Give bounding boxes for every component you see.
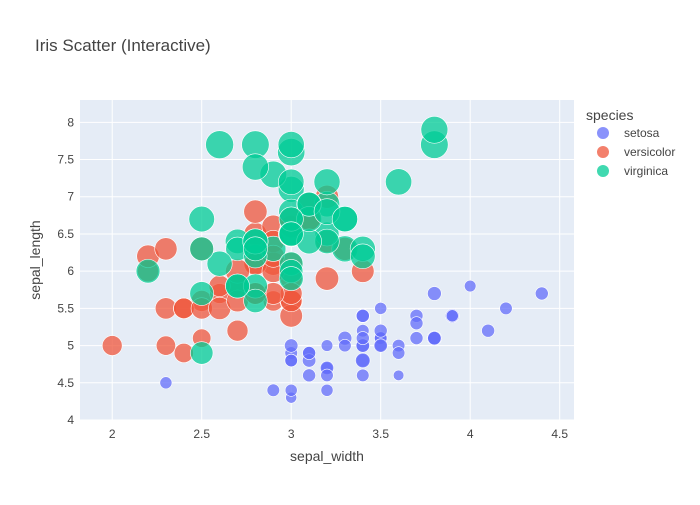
- data-point[interactable]: [278, 168, 305, 195]
- x-tick-label: 4: [467, 427, 474, 441]
- data-point[interactable]: [278, 266, 304, 291]
- legend-item-virginica[interactable]: virginica: [597, 164, 668, 178]
- legend-marker: [597, 146, 609, 158]
- data-point[interactable]: [374, 301, 388, 315]
- data-point[interactable]: [320, 383, 334, 397]
- data-points: [101, 115, 549, 404]
- x-axis-label: sepal_width: [290, 448, 364, 464]
- x-tick-labels: 2 2.5 3 3.5 4 4.5: [109, 427, 568, 441]
- data-point[interactable]: [356, 368, 370, 382]
- data-point[interactable]: [481, 323, 495, 338]
- data-point[interactable]: [154, 237, 178, 261]
- data-point[interactable]: [373, 323, 388, 338]
- legend-marker: [597, 165, 609, 177]
- data-point[interactable]: [302, 368, 316, 383]
- data-point[interactable]: [243, 288, 268, 314]
- data-point[interactable]: [534, 286, 549, 301]
- data-point[interactable]: [278, 221, 304, 247]
- legend-item-setosa[interactable]: setosa: [597, 126, 660, 140]
- data-point[interactable]: [188, 205, 215, 233]
- legend-label: versicolor: [624, 145, 675, 159]
- data-point[interactable]: [159, 376, 173, 390]
- data-point[interactable]: [101, 335, 123, 356]
- data-point[interactable]: [409, 316, 424, 331]
- data-point[interactable]: [409, 331, 424, 345]
- data-point[interactable]: [499, 301, 513, 315]
- data-point[interactable]: [350, 243, 376, 269]
- series-setosa: [159, 279, 549, 404]
- y-tick-label: 6.5: [57, 227, 74, 241]
- y-tick-label: 5: [67, 339, 74, 353]
- data-point[interactable]: [355, 331, 370, 345]
- legend[interactable]: species setosa versicolor virginica: [586, 107, 675, 178]
- data-point[interactable]: [243, 236, 268, 262]
- data-point[interactable]: [427, 286, 442, 301]
- data-point[interactable]: [392, 369, 405, 381]
- y-axis-label: sepal_length: [27, 220, 43, 299]
- x-tick-label: 2: [109, 427, 116, 441]
- y-tick-label: 7: [67, 190, 74, 204]
- legend-marker: [597, 127, 609, 139]
- chart-title: Iris Scatter (Interactive): [35, 36, 211, 55]
- y-tick-label: 6: [67, 264, 74, 278]
- data-point[interactable]: [315, 266, 339, 291]
- legend-title: species: [586, 107, 633, 123]
- data-point[interactable]: [445, 309, 459, 323]
- data-point[interactable]: [331, 206, 358, 233]
- data-point[interactable]: [391, 346, 406, 360]
- y-tick-label: 4: [67, 413, 74, 427]
- y-tick-labels: 4 4.5 5 5.5 6 6.5 7 7.5 8: [57, 115, 74, 427]
- data-point[interactable]: [135, 258, 161, 284]
- y-tick-label: 7.5: [57, 153, 74, 167]
- y-tick-label: 5.5: [57, 301, 74, 315]
- legend-label: setosa: [624, 126, 660, 140]
- data-point[interactable]: [155, 335, 176, 356]
- data-point[interactable]: [284, 338, 299, 353]
- data-point[interactable]: [320, 339, 334, 352]
- x-tick-label: 3.5: [372, 427, 389, 441]
- data-point[interactable]: [266, 383, 280, 397]
- legend-label: virginica: [624, 164, 668, 178]
- data-point[interactable]: [355, 308, 370, 323]
- data-point[interactable]: [241, 153, 269, 181]
- data-point[interactable]: [385, 168, 413, 196]
- data-point[interactable]: [313, 168, 341, 196]
- data-point[interactable]: [427, 331, 442, 346]
- data-point[interactable]: [373, 338, 388, 353]
- data-point[interactable]: [205, 130, 234, 159]
- x-tick-label: 3: [288, 427, 295, 441]
- data-point[interactable]: [420, 115, 449, 144]
- data-point[interactable]: [189, 281, 214, 306]
- data-point[interactable]: [355, 352, 371, 369]
- data-point[interactable]: [225, 273, 250, 299]
- data-point[interactable]: [338, 338, 352, 353]
- x-tick-label: 2.5: [193, 427, 210, 441]
- data-point[interactable]: [320, 368, 334, 382]
- data-point[interactable]: [243, 199, 268, 224]
- data-point[interactable]: [190, 341, 214, 365]
- y-tick-label: 8: [67, 115, 74, 129]
- data-point[interactable]: [206, 250, 233, 277]
- data-point[interactable]: [189, 236, 214, 262]
- data-point[interactable]: [284, 353, 298, 368]
- x-tick-label: 4.5: [551, 427, 568, 441]
- data-point[interactable]: [464, 279, 477, 293]
- legend-item-versicolor[interactable]: versicolor: [597, 145, 675, 159]
- data-point[interactable]: [302, 346, 316, 360]
- data-point[interactable]: [284, 383, 298, 397]
- data-point[interactable]: [226, 319, 249, 342]
- data-point[interactable]: [277, 131, 305, 159]
- y-tick-label: 4.5: [57, 376, 74, 390]
- series-virginica: [135, 115, 449, 365]
